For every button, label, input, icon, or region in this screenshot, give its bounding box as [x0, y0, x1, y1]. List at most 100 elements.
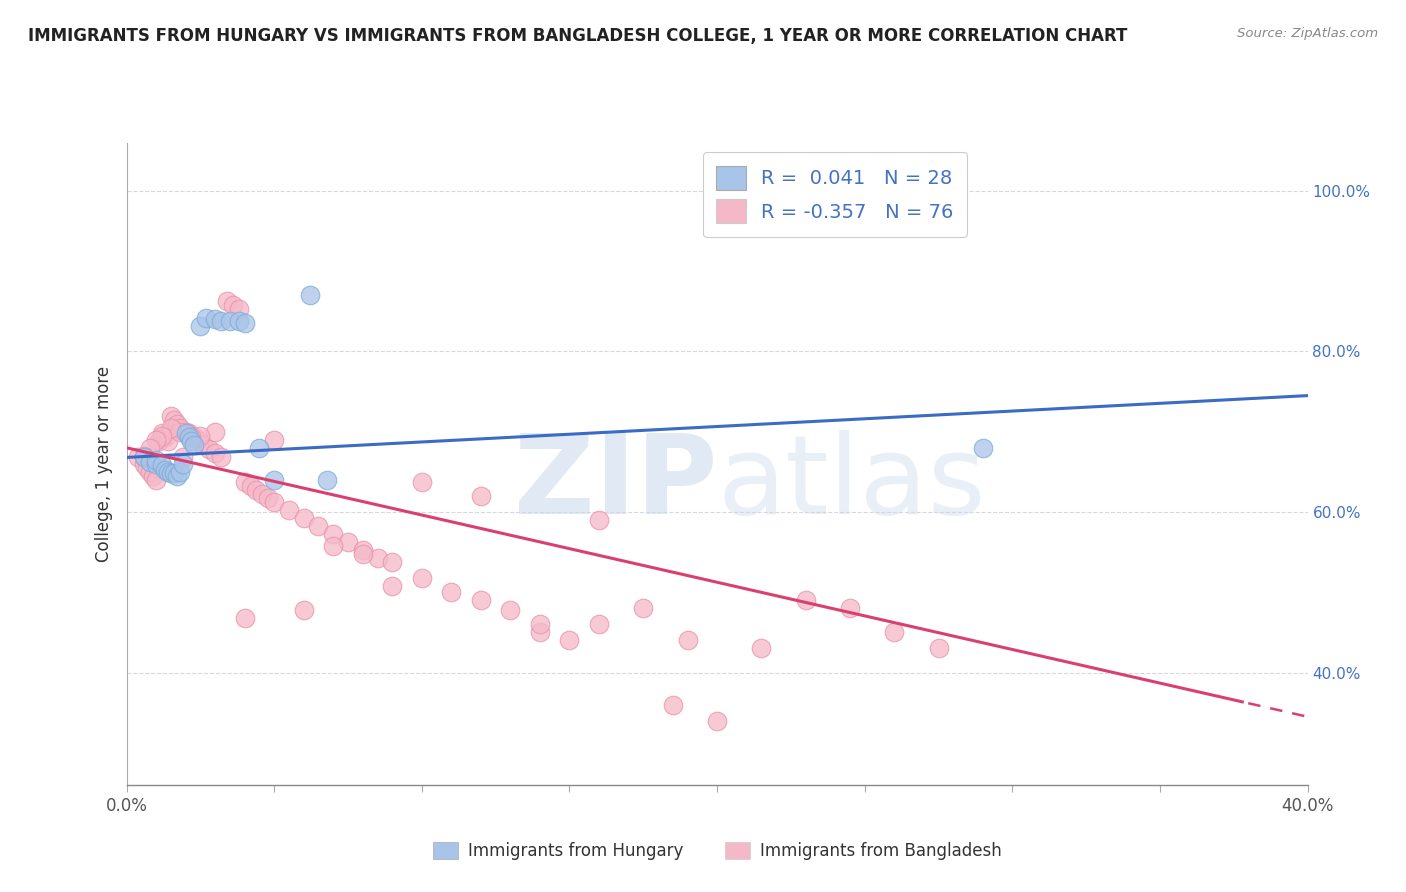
Point [180, 430, 202, 444]
Point [183, 438, 205, 452]
Point [233, 611, 256, 625]
Point [307, 518, 329, 533]
Point [156, 434, 179, 449]
Point [145, 433, 167, 447]
Point [127, 450, 149, 465]
Point [245, 483, 267, 497]
Point [247, 441, 270, 455]
Point [751, 641, 773, 656]
Point [145, 473, 167, 487]
Y-axis label: College, 1 year or more: College, 1 year or more [94, 366, 112, 562]
Text: Source: ZipAtlas.com: Source: ZipAtlas.com [1237, 27, 1378, 40]
Point [529, 617, 551, 632]
Point [529, 625, 551, 640]
Point [180, 429, 202, 443]
Point [366, 550, 388, 565]
Point [838, 601, 860, 615]
Point [381, 555, 404, 569]
Point [159, 467, 183, 481]
Point [298, 288, 321, 302]
Point [411, 475, 433, 489]
Point [588, 617, 610, 632]
Point [292, 603, 315, 617]
Point [352, 542, 374, 557]
Point [588, 513, 610, 527]
Point [499, 603, 522, 617]
Point [163, 467, 186, 481]
Point [166, 417, 188, 431]
Point [883, 625, 905, 640]
Point [183, 430, 205, 444]
Point [706, 714, 728, 728]
Point [153, 463, 176, 477]
Point [322, 526, 344, 541]
Point [139, 455, 162, 469]
Point [470, 593, 492, 607]
Point [166, 469, 188, 483]
Point [169, 421, 191, 435]
Point [142, 469, 165, 483]
Point [177, 430, 200, 444]
Point [174, 426, 197, 441]
Point [169, 465, 191, 479]
Point [180, 434, 202, 449]
Point [139, 465, 162, 479]
Point [337, 534, 360, 549]
Point [159, 409, 183, 423]
Point [470, 489, 492, 503]
Point [204, 425, 226, 439]
Point [322, 539, 344, 553]
Point [150, 426, 173, 441]
Point [159, 421, 183, 435]
Point [188, 429, 211, 443]
Point [239, 478, 262, 492]
Point [204, 446, 226, 460]
Text: atlas: atlas [717, 430, 986, 537]
Point [928, 641, 950, 656]
Point [381, 579, 404, 593]
Point [134, 449, 156, 463]
Point [252, 486, 274, 500]
Point [198, 442, 221, 457]
Point [661, 698, 683, 712]
Point [228, 314, 250, 328]
Point [169, 425, 191, 439]
Point [139, 441, 162, 455]
Point [257, 491, 280, 505]
Point [352, 547, 374, 561]
Point [233, 475, 256, 489]
Point [316, 473, 339, 487]
Point [278, 502, 301, 516]
Point [292, 510, 315, 524]
Point [972, 441, 994, 455]
Point [209, 450, 232, 465]
Point [228, 301, 250, 316]
Point [219, 314, 242, 328]
Point [145, 457, 167, 471]
Point [411, 571, 433, 585]
Point [156, 465, 179, 479]
Point [215, 293, 238, 308]
Text: ZIP: ZIP [513, 430, 717, 537]
Point [148, 434, 170, 449]
Point [153, 430, 176, 444]
Point [676, 633, 699, 648]
Point [204, 312, 226, 326]
Point [150, 429, 173, 443]
Point [195, 310, 218, 325]
Point [163, 412, 186, 427]
Text: IMMIGRANTS FROM HUNGARY VS IMMIGRANTS FROM BANGLADESH COLLEGE, 1 YEAR OR MORE CO: IMMIGRANTS FROM HUNGARY VS IMMIGRANTS FR… [28, 27, 1128, 45]
Point [558, 633, 581, 648]
Point [222, 298, 245, 312]
Point [174, 425, 197, 439]
Point [177, 426, 200, 441]
Legend: Immigrants from Hungary, Immigrants from Bangladesh: Immigrants from Hungary, Immigrants from… [426, 835, 1008, 866]
Point [263, 433, 285, 447]
Point [188, 434, 211, 449]
Point [188, 318, 211, 333]
Point [233, 317, 256, 331]
Point [134, 450, 156, 465]
Point [145, 453, 167, 467]
Point [263, 494, 285, 508]
Point [136, 461, 159, 475]
